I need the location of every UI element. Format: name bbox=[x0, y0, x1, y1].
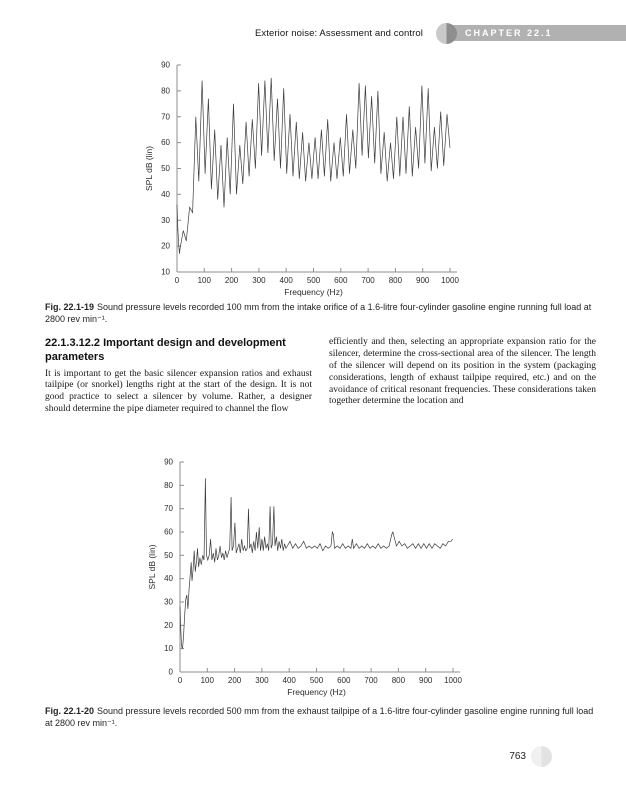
svg-text:60: 60 bbox=[164, 528, 173, 537]
figure1-caption-text: Sound pressure levels recorded 100 mm fr… bbox=[45, 302, 592, 325]
svg-text:SPL dB (lin): SPL dB (lin) bbox=[147, 544, 157, 589]
svg-text:50: 50 bbox=[164, 551, 173, 560]
svg-text:900: 900 bbox=[416, 276, 430, 285]
svg-text:50: 50 bbox=[161, 164, 170, 173]
svg-text:90: 90 bbox=[164, 458, 173, 467]
svg-text:1000: 1000 bbox=[441, 276, 459, 285]
svg-text:1000: 1000 bbox=[444, 676, 462, 685]
body-text-columns: 22.1.3.12.2 Important design and develop… bbox=[45, 337, 597, 416]
svg-text:Frequency (Hz): Frequency (Hz) bbox=[287, 687, 346, 697]
figure-caption-22-1-19: Fig. 22.1-19 Sound pressure levels record… bbox=[45, 301, 596, 325]
svg-text:500: 500 bbox=[307, 276, 321, 285]
page-number-circle-icon bbox=[531, 746, 552, 767]
svg-text:40: 40 bbox=[161, 190, 170, 199]
svg-text:70: 70 bbox=[164, 504, 173, 513]
svg-text:90: 90 bbox=[161, 61, 170, 70]
body-text-left: It is important to get the basic silence… bbox=[45, 368, 312, 415]
section-heading: 22.1.3.12.2 Important design and develop… bbox=[45, 337, 286, 363]
svg-text:80: 80 bbox=[164, 481, 173, 490]
svg-text:40: 40 bbox=[164, 574, 173, 583]
figure2-caption-text: Sound pressure levels recorded 500 mm fr… bbox=[45, 706, 594, 729]
svg-text:700: 700 bbox=[364, 676, 378, 685]
svg-text:300: 300 bbox=[252, 276, 266, 285]
figure1-label: Fig. 22.1-19 bbox=[45, 302, 95, 312]
figure2-label: Fig. 22.1-20 bbox=[45, 706, 95, 716]
svg-text:800: 800 bbox=[389, 276, 403, 285]
left-column: 22.1.3.12.2 Important design and develop… bbox=[45, 337, 312, 416]
right-column: efficiently and then, selecting an appro… bbox=[329, 337, 596, 416]
figure-caption-22-1-20: Fig. 22.1-20 Sound pressure levels record… bbox=[45, 705, 596, 729]
svg-text:20: 20 bbox=[161, 242, 170, 251]
svg-text:70: 70 bbox=[161, 112, 170, 121]
chapter-label: CHAPTER 22.1 bbox=[465, 28, 553, 38]
svg-text:200: 200 bbox=[225, 276, 239, 285]
svg-text:10: 10 bbox=[161, 268, 170, 277]
page-number: 763 bbox=[509, 751, 526, 762]
svg-text:0: 0 bbox=[175, 276, 180, 285]
svg-text:10: 10 bbox=[164, 644, 173, 653]
svg-text:500: 500 bbox=[310, 676, 324, 685]
page-footer: 763 bbox=[0, 746, 552, 767]
svg-text:800: 800 bbox=[392, 676, 406, 685]
chapter-tab-circle-icon bbox=[436, 22, 457, 44]
svg-text:600: 600 bbox=[337, 676, 351, 685]
svg-text:400: 400 bbox=[283, 676, 297, 685]
svg-text:200: 200 bbox=[228, 676, 242, 685]
running-header-title: Exterior noise: Assessment and control bbox=[254, 27, 423, 39]
svg-text:100: 100 bbox=[201, 676, 215, 685]
svg-text:100: 100 bbox=[198, 276, 212, 285]
svg-text:30: 30 bbox=[161, 216, 170, 225]
svg-text:60: 60 bbox=[161, 138, 170, 147]
chapter-tab: CHAPTER 22.1 bbox=[436, 22, 626, 44]
svg-text:700: 700 bbox=[361, 276, 375, 285]
svg-text:400: 400 bbox=[280, 276, 294, 285]
svg-text:900: 900 bbox=[419, 676, 433, 685]
svg-text:0: 0 bbox=[169, 668, 174, 677]
svg-text:300: 300 bbox=[255, 676, 269, 685]
svg-text:20: 20 bbox=[164, 621, 173, 630]
svg-text:600: 600 bbox=[334, 276, 348, 285]
svg-text:0: 0 bbox=[178, 676, 183, 685]
svg-text:Frequency (Hz): Frequency (Hz) bbox=[284, 287, 343, 297]
svg-text:30: 30 bbox=[164, 598, 173, 607]
svg-text:80: 80 bbox=[161, 86, 170, 95]
page-header: Exterior noise: Assessment and control C… bbox=[0, 22, 626, 44]
body-text-right: efficiently and then, selecting an appro… bbox=[329, 337, 596, 407]
svg-text:SPL dB (lin): SPL dB (lin) bbox=[144, 146, 154, 191]
